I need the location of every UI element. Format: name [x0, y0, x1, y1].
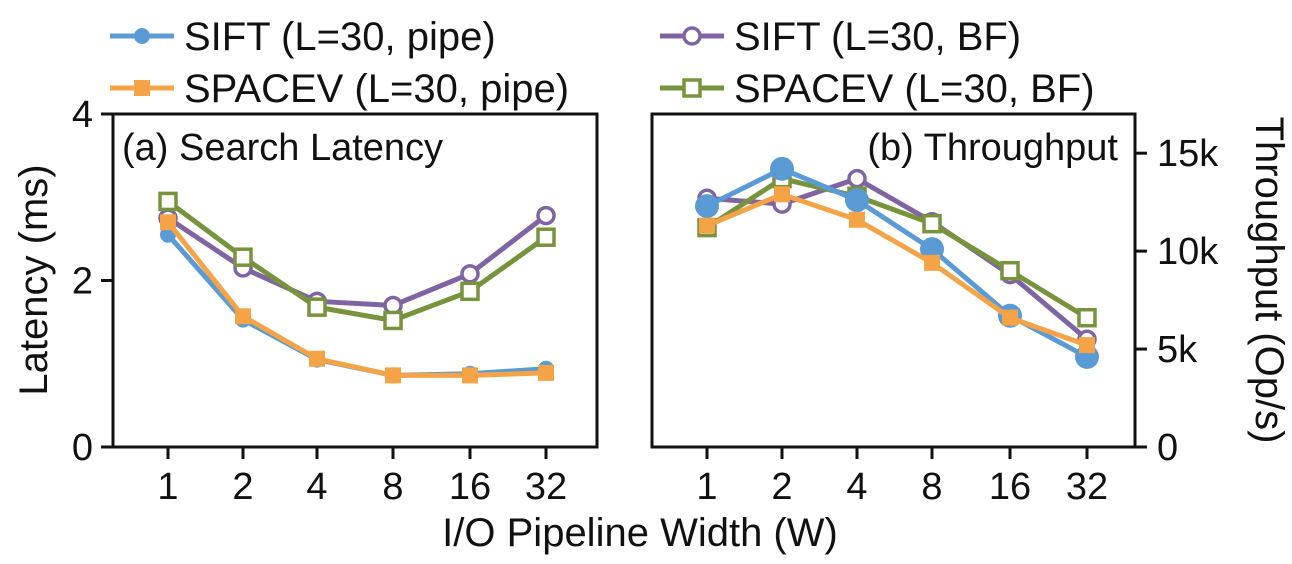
panel-b-y-tick-label-2: 10k: [1157, 231, 1219, 273]
panel-a-point-spacev-l-30-pipe-4: [462, 367, 478, 384]
panel-b-point-sift-l-30-pipe-2: [845, 188, 869, 213]
legend-marker-spacev-bf: [682, 78, 702, 98]
panel-b-frame: [650, 112, 1137, 449]
legend-label-spacev-pipe: SPACEV (L=30, pipe): [184, 67, 569, 111]
panel-a-title: (a) Search Latency: [122, 127, 443, 169]
panel-a-point-spacev-l-30-bf-1: [233, 247, 253, 267]
panel-b-x-tick-label-1: 2: [771, 466, 792, 508]
panel-b-point-spacev-l-30-bf-3: [922, 213, 942, 234]
panel-a-y-tick-label-1: 2: [72, 261, 93, 303]
panel-a-point-spacev-l-30-bf-3: [383, 310, 403, 331]
panel-throughput: (b) Throughput 0 5k 10k 15k 1 2 4 8 16 32 Throug…: [650, 112, 1291, 508]
legend: SIFT (L=30, pipe) SIFT (L=30, BF) SPACEV…: [110, 15, 1095, 111]
panel-b-point-spacev-l-30-pipe-4: [1002, 309, 1018, 326]
panel-b-point-spacev-l-30-pipe-3: [924, 254, 940, 271]
panel-a-point-spacev-l-30-bf-4: [460, 281, 480, 302]
panel-a-line-spacev-l-30-bf: [166, 199, 548, 323]
panel-a-y-axis-label: Latency (ms): [12, 164, 56, 395]
panel-b-point-spacev-l-30-bf-4: [1000, 260, 1020, 281]
panel-b-point-sift-l-30-bf-2: [847, 168, 867, 189]
x-axis-label: I/O Pipeline Width (W): [442, 511, 838, 555]
panel-a-x-tick-label-5: 32: [525, 466, 567, 508]
panel-a-x-tick-label-4: 16: [449, 466, 491, 508]
panel-a-point-sift-l-30-bf-5: [536, 205, 556, 226]
legend-item-sift-bf: SIFT (L=30, BF): [660, 15, 1021, 59]
panel-b-series: [695, 156, 1099, 369]
panel-a-series: [158, 191, 556, 384]
panel-a-y-tick-label-2: 4: [72, 94, 93, 136]
panel-b-y-tick-label-3: 15k: [1157, 133, 1219, 175]
panel-a-y-tick-label-0: 0: [72, 427, 93, 469]
panel-b-y-tick-label-1: 5k: [1157, 329, 1198, 371]
panel-b-point-spacev-l-30-pipe-2: [849, 211, 865, 228]
panel-b-point-spacev-l-30-bf-5: [1077, 307, 1097, 328]
legend-label-spacev-bf: SPACEV (L=30, BF): [734, 67, 1095, 111]
legend-marker-sift-pipe: [134, 28, 150, 44]
panel-a-point-spacev-l-30-pipe-2: [309, 350, 325, 367]
legend-marker-spacev-pipe: [134, 80, 150, 96]
panel-b-x-ticks: 1 2 4 8 16 32: [696, 447, 1108, 508]
panel-a-y-ticks: 0 2 4: [72, 94, 113, 469]
panel-b-x-tick-label-3: 8: [921, 466, 942, 508]
panel-a-line-spacev-l-30-pipe: [166, 220, 547, 378]
panel-a-x-tick-label-1: 2: [232, 466, 253, 508]
panel-a-point-spacev-l-30-bf-0: [158, 191, 178, 212]
legend-item-spacev-pipe: SPACEV (L=30, pipe): [110, 67, 569, 111]
panel-b-y-ticks: 0 5k 10k 15k: [1135, 133, 1219, 469]
legend-label-sift-bf: SIFT (L=30, BF): [734, 15, 1021, 59]
panel-a-point-spacev-l-30-pipe-1: [235, 308, 251, 325]
panel-b-line-spacev-l-30-pipe: [706, 191, 1088, 348]
panel-b-line-spacev-l-30-bf: [705, 176, 1089, 320]
legend-item-spacev-bf: SPACEV (L=30, BF): [660, 67, 1095, 111]
panel-b-point-spacev-l-30-pipe-0: [699, 217, 715, 234]
panel-b-point-spacev-l-30-pipe-5: [1079, 337, 1095, 354]
panel-b-y-tick-label-0: 0: [1157, 427, 1178, 469]
panel-b-x-tick-label-4: 16: [989, 466, 1031, 508]
panel-b-point-sift-l-30-pipe-1: [770, 156, 794, 181]
legend-label-sift-pipe: SIFT (L=30, pipe): [184, 15, 496, 59]
panel-a-x-tick-label-0: 1: [157, 466, 178, 508]
panel-a-point-spacev-l-30-pipe-5: [538, 364, 554, 381]
panel-a-point-spacev-l-30-pipe-0: [160, 214, 176, 231]
panel-b-line-sift-l-30-pipe: [705, 166, 1089, 360]
panel-a-point-spacev-l-30-pipe-3: [385, 367, 401, 384]
panel-b-x-tick-label-2: 4: [846, 466, 867, 508]
panel-b-x-tick-label-0: 1: [696, 466, 717, 508]
legend-marker-sift-bf: [682, 26, 702, 46]
panel-a-line-sift-l-30-bf: [166, 213, 548, 308]
panel-b-y-axis-label: Throughput (Op/s): [1247, 117, 1291, 444]
panel-b-line-sift-l-30-bf: [706, 176, 1089, 342]
panel-a-x-tick-label-2: 4: [306, 466, 327, 508]
panel-b-point-sift-l-30-pipe-0: [695, 194, 719, 219]
panel-a-x-tick-label-3: 8: [382, 466, 403, 508]
panel-a-point-sift-l-30-bf-4: [460, 264, 480, 284]
panel-b-title: (b) Throughput: [867, 127, 1118, 169]
legend-item-sift-pipe: SIFT (L=30, pipe): [110, 15, 496, 59]
panel-a-point-spacev-l-30-bf-2: [307, 297, 327, 317]
panel-a-point-spacev-l-30-bf-5: [536, 227, 556, 247]
panel-b-x-tick-label-5: 32: [1066, 466, 1108, 508]
panel-b-point-spacev-l-30-pipe-1: [774, 186, 790, 203]
panel-search-latency: (a) Search Latency 0 2 4 1 2 4 8 16 32 Latency …: [12, 94, 599, 508]
panel-a-x-ticks: 1 2 4 8 16 32: [157, 447, 567, 508]
